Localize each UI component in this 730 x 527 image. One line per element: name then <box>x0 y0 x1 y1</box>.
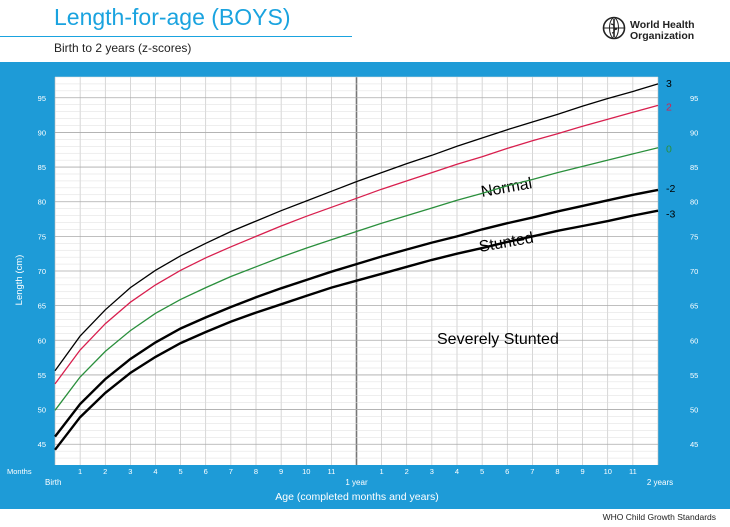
y-tick-label-right: 75 <box>690 232 698 241</box>
series-label-zminus3: -3 <box>666 209 675 221</box>
y-tick-label-left: 60 <box>38 336 46 345</box>
y-axis-label: Length (cm) <box>14 255 25 306</box>
x-tick-label: 1 <box>78 467 82 476</box>
y-tick-label-right: 95 <box>690 94 698 103</box>
x-tick-label: 10 <box>302 467 310 476</box>
months-label: Months <box>7 467 32 476</box>
y-tick-label-left: 70 <box>38 267 46 276</box>
x-tick-label: 5 <box>480 467 484 476</box>
x-tick-label: 4 <box>455 467 459 476</box>
x-tick-label: 1 year <box>345 478 368 487</box>
y-tick-label-right: 90 <box>690 128 698 137</box>
series-line-z2 <box>54 104 659 385</box>
y-tick-label-left: 50 <box>38 406 46 415</box>
series-label-zminus2: -2 <box>666 183 675 195</box>
x-tick-label: 9 <box>581 467 585 476</box>
y-tick-label-right: 50 <box>690 406 698 415</box>
annotation-severely-stunted: Severely Stunted <box>437 331 559 348</box>
y-tick-label-left: 65 <box>38 302 46 311</box>
y-tick-label-left: 95 <box>38 94 46 103</box>
grid <box>54 76 659 465</box>
y-tick-label-left: 90 <box>38 128 46 137</box>
y-tick-label-right: 85 <box>690 163 698 172</box>
x-tick-label: 10 <box>604 467 612 476</box>
series-label-z2: 2 <box>666 101 672 113</box>
y-tick-label-right: 55 <box>690 371 698 380</box>
x-tick-label: 8 <box>555 467 559 476</box>
x-tick-label: 6 <box>204 467 208 476</box>
y-tick-label-left: 80 <box>38 198 46 207</box>
y-tick-label-left: 55 <box>38 371 46 380</box>
y-tick-label-left: 85 <box>38 163 46 172</box>
page-subtitle: Birth to 2 years (z-scores) <box>54 41 192 55</box>
series-line-z3 <box>54 83 659 372</box>
x-tick-label: 2 <box>405 467 409 476</box>
x-tick-label: 5 <box>179 467 183 476</box>
page-title: Length-for-age (BOYS) <box>54 4 291 30</box>
footer-credit: WHO Child Growth Standards <box>602 512 716 522</box>
x-tick-label: 1 <box>380 467 384 476</box>
series-label-z0: 0 <box>666 144 672 156</box>
x-tick-label: 8 <box>254 467 258 476</box>
x-tick-label: Birth <box>45 478 61 487</box>
series-label-z3: 3 <box>666 78 672 90</box>
x-tick-label: 2 years <box>647 478 673 487</box>
y-tick-label-right: 65 <box>690 302 698 311</box>
series-line-z0 <box>54 147 659 411</box>
x-tick-label: 11 <box>629 467 637 476</box>
y-tick-label-left: 45 <box>38 440 46 449</box>
y-tick-label-right: 45 <box>690 440 698 449</box>
title-rule <box>0 36 352 37</box>
x-tick-label: 2 <box>103 467 107 476</box>
who-logo: World Health Organization <box>602 16 730 45</box>
org-name: World Health Organization <box>630 18 695 42</box>
y-tick-label-right: 60 <box>690 336 698 345</box>
x-tick-label: 11 <box>327 467 335 476</box>
x-tick-label: 3 <box>430 467 434 476</box>
y-tick-label-right: 80 <box>690 198 698 207</box>
y-tick-label-left: 75 <box>38 232 46 241</box>
series-line-zminus3 <box>54 209 659 451</box>
who-emblem-icon <box>602 16 626 45</box>
x-tick-label: 3 <box>128 467 132 476</box>
series-line-zminus2 <box>54 188 659 438</box>
x-tick-label: 6 <box>505 467 509 476</box>
x-tick-label: 7 <box>229 467 233 476</box>
x-tick-label: 4 <box>153 467 157 476</box>
x-tick-label: 7 <box>530 467 534 476</box>
y-tick-label-right: 70 <box>690 267 698 276</box>
x-tick-label: 9 <box>279 467 283 476</box>
x-axis-label: Age (completed months and years) <box>275 491 438 503</box>
